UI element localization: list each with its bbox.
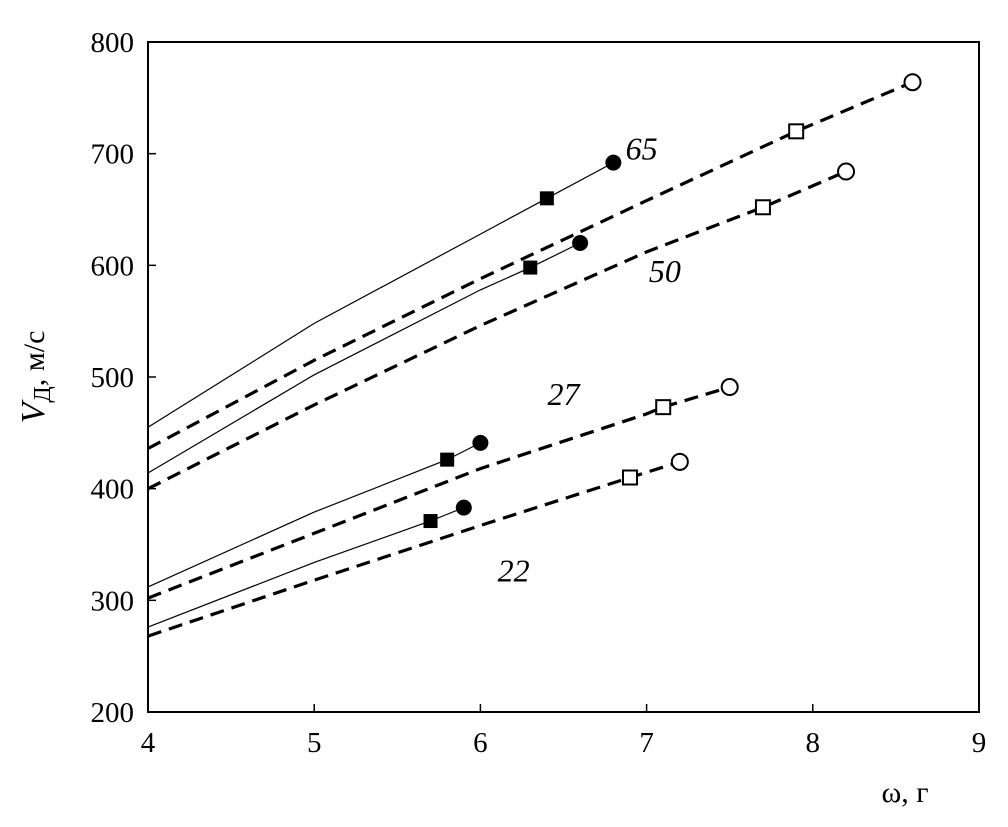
x-tick-label: 5 [307, 727, 322, 759]
curve-label-65: 65 [626, 130, 658, 166]
x-axis-title: ω, г [881, 776, 928, 809]
marker-filled-circle-27 [472, 434, 489, 451]
y-tick-label: 800 [91, 27, 135, 59]
marker-open-circle-65 [903, 73, 922, 92]
solid-line-22 [147, 507, 465, 628]
y-tick-label: 200 [91, 697, 135, 729]
dashed-line-27 [147, 385, 731, 600]
curve-label-22: 22 [498, 552, 530, 588]
solid-line-27 [147, 442, 481, 588]
marker-layer [423, 73, 922, 529]
y-tick-label: 600 [91, 250, 135, 282]
x-tick-label: 8 [806, 727, 821, 759]
x-tick-label: 9 [972, 727, 987, 759]
curve-label-layer: 65 50 27 22 [498, 130, 681, 588]
marker-open-square-27 [655, 399, 672, 416]
curve-label-27: 27 [548, 376, 582, 412]
y-axis-subscript: Д [30, 386, 56, 402]
marker-filled-square-27 [440, 452, 455, 467]
y-axis-title: VД, м/с [15, 331, 56, 424]
solid-line-50 [147, 242, 581, 474]
x-tick-label: 7 [639, 727, 654, 759]
marker-filled-square-65 [539, 191, 554, 206]
marker-filled-circle-50 [572, 235, 589, 251]
dashed-line-50 [147, 170, 847, 491]
marker-open-square-22 [621, 469, 638, 486]
marker-open-circle-50 [837, 162, 856, 181]
x-tick-label: 4 [141, 727, 156, 759]
y-axis-unit: , м/с [18, 331, 51, 387]
marker-filled-circle-65 [605, 154, 622, 171]
tick-layer: 200 300 400 500 600 700 800 4 5 6 7 8 9 [91, 27, 987, 759]
marker-open-circle-27 [720, 378, 739, 397]
y-tick-label: 500 [91, 362, 135, 394]
y-tick-label: 300 [91, 585, 135, 617]
x-tick-label: 6 [473, 727, 488, 759]
curve-label-50: 50 [649, 253, 681, 289]
marker-filled-square-50 [523, 260, 538, 275]
marker-filled-circle-22 [455, 499, 472, 516]
marker-open-square-65 [788, 123, 805, 140]
marker-open-square-50 [754, 199, 771, 216]
marker-open-circle-22 [670, 452, 689, 471]
series-layer [147, 80, 914, 638]
solid-line-65 [147, 162, 614, 428]
y-tick-label: 400 [91, 474, 135, 506]
marker-filled-square-22 [423, 514, 438, 529]
dashed-line-22 [147, 460, 681, 638]
y-tick-label: 700 [91, 139, 135, 171]
dashed-line-65 [147, 80, 914, 450]
